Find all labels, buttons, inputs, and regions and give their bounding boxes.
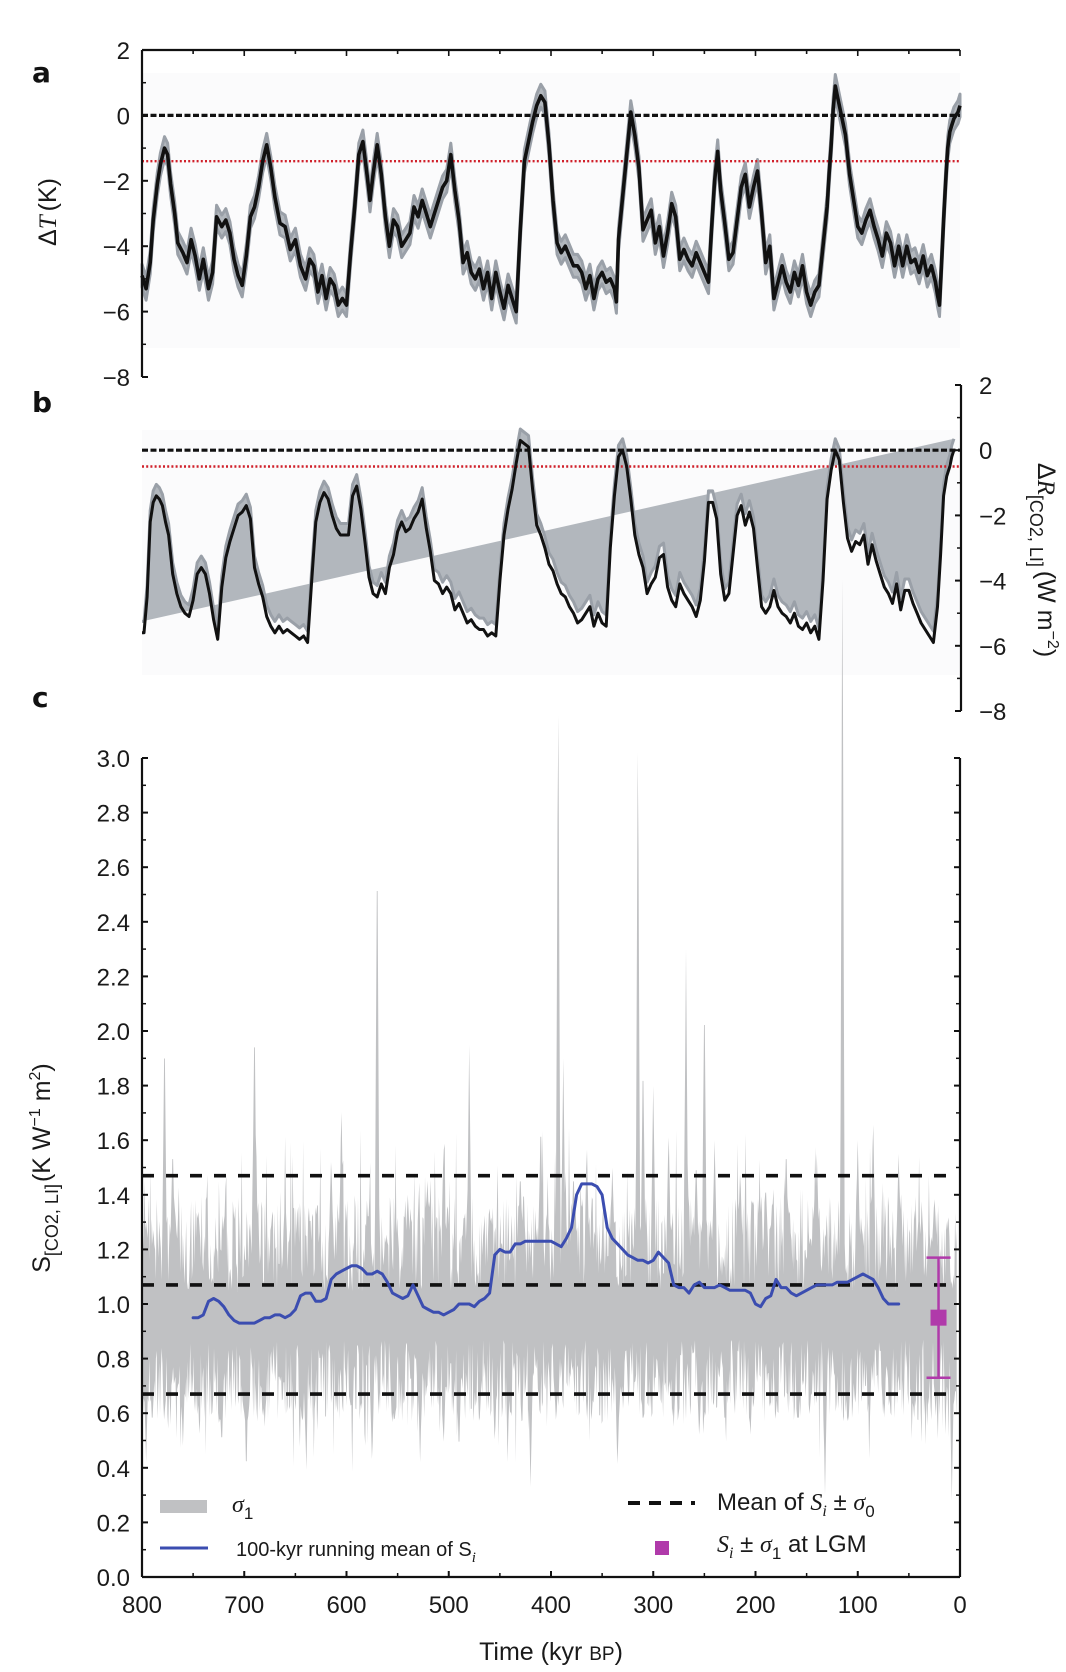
y-tick-label: 0.4 xyxy=(97,1456,130,1483)
panel-b: 2 0 −2 −4 −6 −8 ΔR[CO2, LI](W m−2) xyxy=(142,373,1061,726)
legend-item-mean: Mean of Si ± σ0 xyxy=(628,1489,875,1521)
panel-b-reference-lines xyxy=(142,448,960,468)
legend-label-sigma1: σ1 xyxy=(232,1492,253,1523)
panel-c-x-ticks: 800 700 600 500 400 300 200 100 0 xyxy=(122,1571,967,1619)
panel-a-y-axis-title: ΔT(K) xyxy=(34,178,62,246)
y-tick-label: 2 xyxy=(979,373,992,400)
y-tick-label: 0.0 xyxy=(97,1565,130,1592)
y-tick-label: −2 xyxy=(979,503,1006,530)
panel-b-y-axis-title: ΔR[CO2, LI](W m−2) xyxy=(1026,463,1061,657)
panel-c-y-ticks: 0.0 0.2 0.4 0.6 0.8 1.0 1.2 1.4 1.6 1.8 2.0 2.2 2.4 2… xyxy=(97,746,960,1592)
panel-a-series xyxy=(140,84,962,314)
panel-a-y-ticks: 2 0 −2 −4 −6 −8 xyxy=(103,38,148,392)
y-tick-label: −8 xyxy=(979,699,1006,726)
y-tick-label: 2.0 xyxy=(97,1019,130,1046)
y-tick-label: −2 xyxy=(103,169,130,196)
sigma1-band-area xyxy=(142,578,957,1501)
legend-item-lgm: Si ± σ1 at LGM xyxy=(655,1531,867,1563)
y-tick-label: 0 xyxy=(117,103,130,130)
x-tick-label: 500 xyxy=(429,1592,469,1619)
legend-item-sigma1: σ1 xyxy=(160,1492,253,1523)
y-tick-label: 2.2 xyxy=(97,964,130,991)
y-tick-label: 2.6 xyxy=(97,855,130,882)
x-tick-label: 300 xyxy=(633,1592,673,1619)
y-tick-label: 0.8 xyxy=(97,1347,130,1374)
legend-label-lgm: Si ± σ1 at LGM xyxy=(717,1531,867,1563)
panel-c-x-axis-title: Time (kyr BP) xyxy=(479,1638,623,1666)
lgm-marker-square xyxy=(930,1309,947,1326)
panel-c-lgm-marker xyxy=(926,1256,951,1379)
y-tick-label: 0 xyxy=(979,438,992,465)
legend-item-running-mean: 100-kyr running mean of Si xyxy=(160,1539,476,1566)
y-tick-label: 2 xyxy=(117,38,130,65)
y-tick-label: 1.0 xyxy=(97,1292,130,1319)
y-tick-label: −6 xyxy=(979,634,1006,661)
y-tick-label: 2.4 xyxy=(97,910,130,937)
y-tick-label: −4 xyxy=(979,569,1006,596)
x-tick-label: 700 xyxy=(224,1592,264,1619)
x-tick-label: 400 xyxy=(531,1592,571,1619)
legend: σ1 100-kyr running mean of Si Mean of Si… xyxy=(160,1489,875,1566)
y-tick-label: 1.4 xyxy=(97,1183,130,1210)
x-tick-label: 200 xyxy=(735,1592,775,1619)
legend-label-mean: Mean of Si ± σ0 xyxy=(717,1489,875,1521)
panel-b-label: b xyxy=(32,386,52,419)
panel-a-y-axis-unit: (K) xyxy=(34,178,62,211)
panel-c-sigma1-band xyxy=(142,578,957,1501)
y-tick-label: 1.2 xyxy=(97,1237,130,1264)
series-line xyxy=(140,84,962,314)
y-tick-label: −4 xyxy=(103,234,130,261)
legend-swatch-lgm xyxy=(655,1541,669,1555)
panel-c-running-mean xyxy=(191,1182,901,1325)
y-tick-label: 0.2 xyxy=(97,1510,130,1537)
panel-c: 0.0 0.2 0.4 0.6 0.8 1.0 1.2 1.4 1.6 1.8 2.0 2.2 2.4 2… xyxy=(27,578,967,1666)
series-line xyxy=(142,438,956,644)
panel-c-label: c xyxy=(32,681,49,714)
y-tick-label: 2.8 xyxy=(97,801,130,828)
panel-a: 2 0 −2 −4 −6 −8 ΔT(K) xyxy=(34,38,962,392)
legend-label-running-mean: 100-kyr running mean of Si xyxy=(236,1539,476,1566)
x-tick-label: 0 xyxy=(953,1592,966,1619)
panel-b-series xyxy=(142,438,956,644)
x-tick-label: 600 xyxy=(326,1592,366,1619)
y-tick-label: 3.0 xyxy=(97,746,130,773)
running-mean-line xyxy=(191,1182,901,1325)
y-tick-label: 1.6 xyxy=(97,1128,130,1155)
panel-c-y-axis-title: S[CO2, LI](K W−1 m2) xyxy=(27,1063,62,1273)
y-tick-label: 0.6 xyxy=(97,1401,130,1428)
y-tick-label: −8 xyxy=(103,365,130,392)
y-tick-label: 1.8 xyxy=(97,1074,130,1101)
x-tick-label: 800 xyxy=(122,1592,162,1619)
panel-a-label: a xyxy=(32,56,51,89)
x-tick-label: 100 xyxy=(838,1592,878,1619)
legend-swatch-sigma1 xyxy=(160,1500,207,1513)
y-tick-label: −6 xyxy=(103,300,130,327)
panel-b-y-ticks: 2 0 −2 −4 −6 −8 xyxy=(955,373,1006,726)
panel-a-top-ticks xyxy=(192,50,961,56)
